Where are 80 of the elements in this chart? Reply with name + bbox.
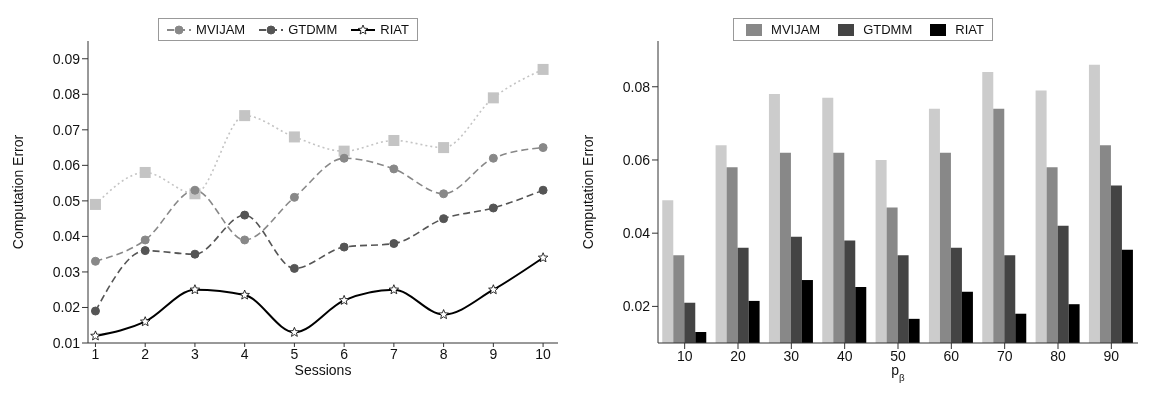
x-tick-label: 7: [389, 345, 398, 362]
x-tick-label: 2: [141, 345, 150, 362]
point: [189, 284, 201, 295]
point: [140, 235, 150, 245]
y-tick-label: 0.05: [52, 192, 81, 209]
x-tick-label: 80: [1050, 347, 1066, 364]
y-tick-label: 0.04: [622, 225, 651, 242]
point: [488, 203, 498, 213]
x-axis-title: Sessions: [294, 362, 352, 378]
point: [90, 306, 100, 316]
point: [190, 249, 200, 259]
x-tick-label: 6: [340, 345, 349, 362]
point: [190, 185, 200, 195]
x-tick-label: 3: [191, 345, 200, 362]
y-tick-label: 0.06: [622, 151, 651, 168]
point: [339, 242, 349, 252]
point: [438, 309, 449, 320]
point: [537, 63, 549, 75]
point: [90, 256, 100, 266]
point: [439, 189, 449, 199]
point: [388, 284, 400, 295]
y-tick-label: 0.04: [52, 228, 81, 245]
point: [388, 134, 400, 146]
point: [488, 153, 498, 163]
y-tick-label: 0.09: [52, 50, 81, 67]
point: [537, 252, 549, 263]
x-tick-label: 40: [836, 347, 853, 364]
legend-label: RIAT: [954, 22, 984, 37]
point: [139, 166, 151, 178]
legend-label: GTDMM: [287, 22, 338, 37]
x-tick-label: 4: [240, 345, 249, 362]
legend-label: MVIJAM: [770, 22, 821, 37]
x-tick-label: 30: [783, 347, 800, 364]
y-tick-label: 0.02: [52, 299, 81, 316]
y-tick-label: 0.08: [52, 86, 81, 103]
x-axis-title: p$_{β}$: [891, 362, 906, 383]
y-axis-title: Computation Error: [579, 134, 596, 250]
point: [538, 143, 548, 153]
x-tick-label: 70: [996, 347, 1013, 364]
x-tick-label: 10: [535, 345, 552, 362]
point: [240, 235, 250, 245]
point: [239, 289, 250, 300]
x-tick-label: 1: [91, 345, 100, 362]
legend-label: RIAT: [379, 22, 409, 37]
legend-label: MVIJAM: [195, 22, 246, 37]
y-tick-label: 0.07: [52, 121, 81, 138]
y-tick-label: 0.01: [52, 334, 81, 351]
point: [140, 316, 151, 327]
point: [289, 326, 300, 337]
point: [240, 210, 250, 220]
x-tick-label: 8: [439, 345, 448, 362]
point: [439, 214, 449, 224]
x-tick-label: 60: [943, 347, 960, 364]
y-tick-label: 0.08: [622, 78, 651, 95]
point: [239, 110, 251, 122]
x-tick-label: 9: [489, 345, 498, 362]
x-tick-label: 50: [890, 347, 906, 364]
x-tick-label: 5: [290, 345, 299, 362]
point: [339, 153, 349, 163]
point: [289, 263, 299, 273]
point: [288, 131, 300, 143]
y-axis-title: Computation Error: [9, 134, 26, 250]
x-tick-label: 20: [730, 347, 746, 364]
point: [538, 185, 548, 195]
x-tick-label: 10: [676, 347, 693, 364]
point: [389, 164, 399, 174]
point: [289, 192, 299, 202]
y-tick-label: 0.02: [622, 298, 651, 315]
point: [338, 294, 350, 305]
point: [140, 246, 150, 256]
y-tick-label: 0.06: [52, 157, 81, 174]
point: [389, 239, 399, 249]
point: [487, 92, 499, 104]
point: [488, 284, 499, 295]
legend-label: GTDMM: [862, 22, 913, 37]
point: [90, 330, 101, 341]
x-tick-label: 90: [1103, 347, 1120, 364]
point: [438, 142, 450, 154]
y-tick-label: 0.03: [52, 263, 81, 280]
point: [89, 198, 101, 210]
